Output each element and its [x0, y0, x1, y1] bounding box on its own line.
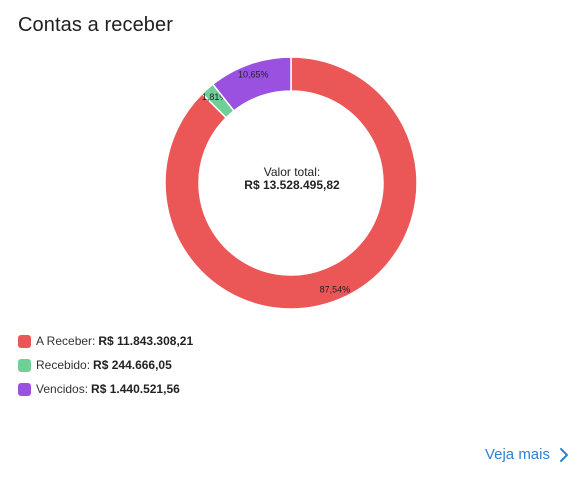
slice-label-recebido: 1,81% [202, 92, 228, 102]
slice-label-vencidos: 10,65% [238, 69, 269, 79]
legend-label: A Receber: [36, 334, 96, 348]
total-value: R$ 13.528.495,82 [244, 178, 340, 192]
legend-value: R$ 11.843.308,21 [98, 334, 194, 348]
donut-chart: 87,54% 1,81% 10,65% Valor total: R$ 13.528… [164, 56, 418, 310]
legend-value: R$ 244.666,05 [93, 358, 172, 372]
green-square-icon [18, 358, 31, 372]
card-title: Contas a receber [18, 14, 174, 36]
legend-item-recebido: Recebido: R$ 244.666,05 [18, 357, 193, 373]
donut-center-text: Valor total: R$ 13.528.495,82 [192, 166, 392, 192]
red-square-icon [18, 334, 31, 348]
donut-chart-svg: 87,54% 1,81% 10,65% [164, 56, 418, 310]
legend-label: Vencidos: [36, 382, 89, 396]
slice-label-a-receber: 87,54% [320, 284, 351, 294]
legend-label: Recebido: [36, 358, 91, 372]
purple-square-icon [18, 382, 31, 396]
donut-slice-a-receber [164, 56, 418, 310]
chevron-right-icon [560, 447, 568, 462]
donut-slice-vencidos [211, 56, 292, 112]
chart-legend: A Receber: R$ 11.843.308,21 Recebido: R$… [18, 333, 193, 405]
legend-item-a-receber: A Receber: R$ 11.843.308,21 [18, 333, 193, 349]
see-more-label: Veja mais [484, 446, 550, 463]
see-more-link[interactable]: Veja mais [485, 446, 570, 463]
legend-item-vencidos: Vencidos: R$ 1.440.521,56 [18, 381, 193, 397]
legend-value: R$ 1.440.521,56 [91, 382, 180, 396]
total-label: Valor total: [263, 165, 321, 179]
